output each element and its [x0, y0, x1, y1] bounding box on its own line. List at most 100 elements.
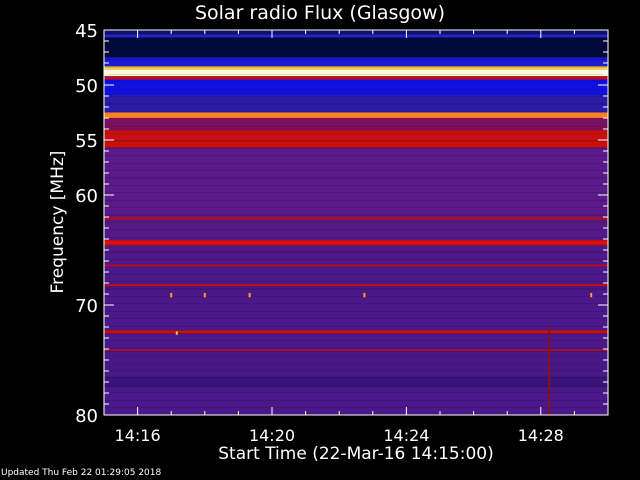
texture-line: [104, 96, 608, 97]
texture-line: [104, 377, 608, 378]
texture-line: [104, 148, 608, 149]
texture-line: [104, 59, 608, 60]
texture-line: [104, 44, 608, 45]
texture-line: [104, 111, 608, 112]
texture-line: [104, 192, 608, 193]
frequency-band: [104, 112, 608, 118]
texture-line: [104, 67, 608, 68]
frequency-band: [104, 351, 608, 377]
texture-line: [104, 104, 608, 105]
frequency-band: [104, 349, 608, 352]
frequency-band: [104, 94, 608, 113]
texture-line: [104, 303, 608, 304]
texture-line: [104, 363, 608, 364]
texture-line: [104, 244, 608, 245]
texture-line: [104, 311, 608, 312]
texture-line: [104, 155, 608, 156]
texture-line: [104, 52, 608, 53]
frequency-band: [104, 217, 608, 221]
frequency-band: [104, 79, 608, 95]
frequency-band: [104, 330, 608, 334]
frequency-band: [104, 34, 608, 38]
texture-line: [104, 266, 608, 267]
frequency-band: [104, 66, 608, 70]
texture-line: [104, 274, 608, 275]
frequency-band: [104, 286, 608, 331]
y-tick-label: 80: [75, 406, 98, 427]
texture-line: [104, 251, 608, 252]
frequency-band: [104, 37, 608, 58]
texture-line: [104, 340, 608, 341]
burst-mark: [170, 292, 173, 298]
texture-line: [104, 89, 608, 90]
burst-mark: [548, 327, 551, 415]
texture-line: [104, 207, 608, 208]
texture-line: [104, 141, 608, 142]
texture-line: [104, 385, 608, 386]
x-tick-label: 14:20: [249, 426, 295, 445]
frequency-band: [104, 118, 608, 131]
frequency-band: [104, 245, 608, 265]
frequency-band: [104, 76, 608, 80]
texture-line: [104, 140, 608, 141]
burst-mark: [175, 331, 178, 335]
x-axis-label: Start Time (22-Mar-16 14:15:00): [218, 444, 494, 464]
burst-mark: [203, 292, 206, 298]
texture-line: [104, 178, 608, 179]
burst-mark: [248, 292, 251, 298]
texture-line: [104, 281, 608, 282]
y-tick-label: 45: [75, 21, 98, 42]
texture-line: [104, 222, 608, 223]
texture-line: [104, 126, 608, 127]
texture-line: [104, 252, 608, 253]
y-tick-label: 55: [75, 131, 98, 152]
y-tick-label: 60: [75, 186, 98, 207]
burst-mark: [590, 292, 593, 298]
frequency-band: [104, 266, 608, 285]
texture-line: [104, 200, 608, 201]
frequency-band: [104, 57, 608, 67]
texture-line: [104, 214, 608, 215]
frequency-band: [104, 69, 608, 77]
texture-line: [104, 370, 608, 371]
texture-line: [104, 66, 608, 67]
texture-line: [104, 177, 608, 178]
frequency-band: [104, 30, 608, 35]
texture-line: [104, 103, 608, 104]
frequency-band: [104, 147, 608, 217]
frequency-band: [104, 240, 608, 246]
updated-timestamp: Updated Thu Feb 22 01:29:05 2018: [1, 468, 162, 478]
x-tick-label: 14:24: [383, 426, 429, 445]
texture-line: [104, 400, 608, 401]
x-tick-label: 14:16: [115, 426, 161, 445]
y-tick-label: 50: [75, 76, 98, 97]
texture-line: [104, 74, 608, 75]
texture-line: [104, 296, 608, 297]
y-tick-label: 70: [75, 296, 98, 317]
texture-line: [104, 326, 608, 327]
texture-line: [104, 259, 608, 260]
frequency-band: [104, 387, 608, 415]
texture-line: [104, 170, 608, 171]
texture-line: [104, 215, 608, 216]
texture-line: [104, 133, 608, 134]
texture-line: [104, 288, 608, 289]
frequency-band: [104, 130, 608, 148]
texture-line: [104, 37, 608, 38]
frequency-band: [104, 220, 608, 241]
frequency-band: [104, 333, 608, 349]
frequency-band: [104, 376, 608, 388]
texture-line: [104, 355, 608, 356]
frequency-band: [104, 264, 608, 267]
burst-mark: [363, 292, 366, 298]
texture-line: [104, 348, 608, 349]
texture-line: [104, 185, 608, 186]
chart-title: Solar radio Flux (Glasgow): [194, 2, 446, 24]
y-axis-label: Frequency [MHz]: [48, 150, 68, 294]
frequency-band: [104, 284, 608, 287]
texture-line: [104, 229, 608, 230]
texture-line: [104, 289, 608, 290]
plot-frame: [103, 29, 609, 416]
texture-line: [104, 81, 608, 82]
